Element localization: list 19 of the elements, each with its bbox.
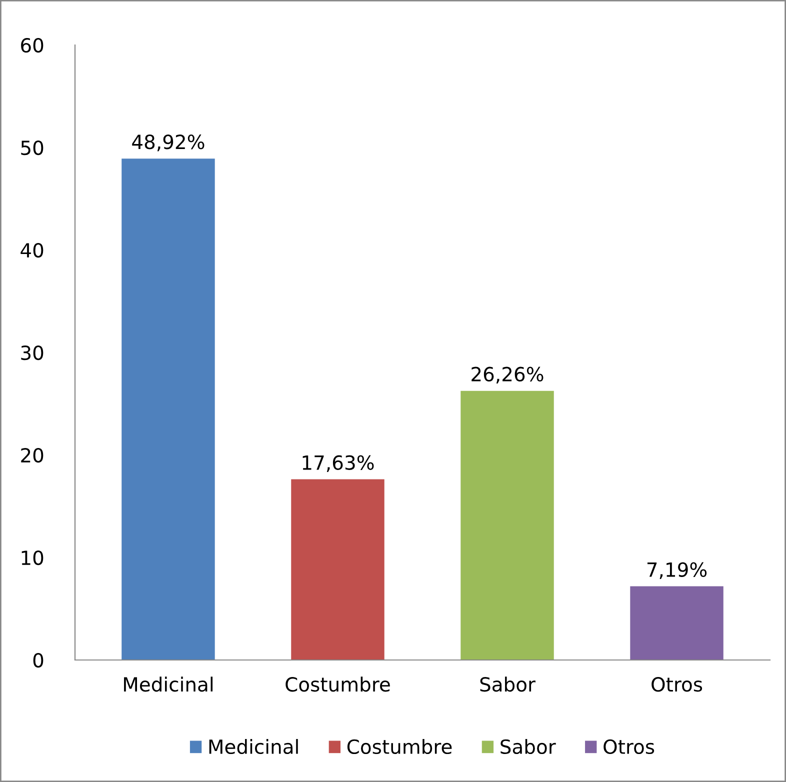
x-tick-label: Costumbre: [286, 676, 390, 692]
data-label: 48,92%: [132, 134, 204, 152]
y-tick-label: 10: [22, 550, 44, 566]
data-label: 17,63%: [302, 455, 374, 472]
y-tick-label: 40: [20, 242, 44, 258]
data-label: 26,26%: [472, 366, 544, 384]
y-tick-label: 60: [21, 38, 44, 53]
y-tick-label: 20: [21, 448, 44, 463]
legend-label: Costumbre: [347, 739, 452, 754]
legend-label: Medicinal: [209, 739, 298, 754]
legend-label: Sabor: [500, 739, 556, 754]
x-tick-label: Sabor: [480, 676, 536, 692]
y-tick-label: 30: [21, 345, 44, 360]
legend-label: Otros: [604, 739, 654, 754]
x-tick-label: Otros: [652, 677, 702, 692]
y-tick-label: 0: [33, 652, 44, 668]
y-tick-label: 50: [21, 140, 44, 156]
x-tick-label: Medicinal: [124, 676, 213, 692]
data-label: 7,19%: [647, 562, 707, 579]
